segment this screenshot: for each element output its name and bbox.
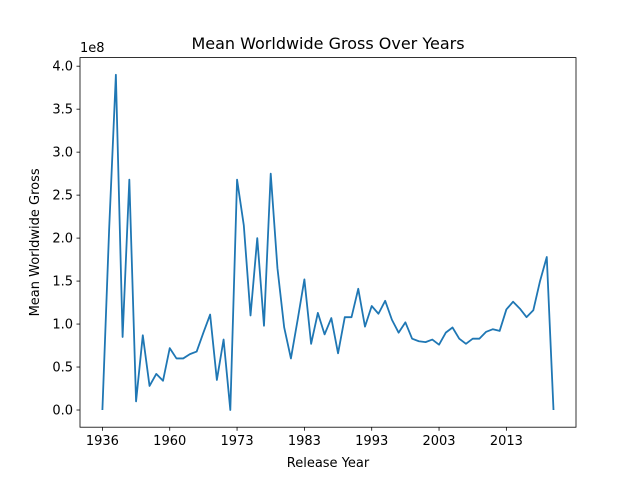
y-tick-label: 1.0 <box>52 318 73 333</box>
y-axis-title: Mean Worldwide Gross <box>28 168 43 316</box>
x-tick-label: 1973 <box>221 434 254 449</box>
x-tick-label: 1936 <box>86 434 119 449</box>
chart-title: Mean Worldwide Gross Over Years <box>191 34 464 53</box>
y-tick-label: 2.0 <box>52 232 73 247</box>
x-tick-label: 2013 <box>490 434 523 449</box>
y-tick-label: 2.5 <box>52 189 73 204</box>
y-tick-label: 0.0 <box>52 404 73 419</box>
y-tick-label: 3.5 <box>52 103 73 118</box>
plot-frame <box>79 57 577 428</box>
plot-area <box>80 57 576 428</box>
y-offset-label: 1e8 <box>80 41 105 56</box>
x-tick-label: 2003 <box>422 434 455 449</box>
series-line <box>101 73 555 411</box>
x-axis: 1936 1960 1973 1983 1993 2003 2013 <box>86 427 523 449</box>
y-axis: 0.0 0.5 1.0 1.5 2.0 2.5 3.0 3.5 4.0 <box>52 60 80 419</box>
x-tick-label: 1993 <box>355 434 388 449</box>
x-tick-label: 1983 <box>288 434 321 449</box>
x-axis-title: Release Year <box>287 456 370 471</box>
y-tick-label: 1.5 <box>52 275 73 290</box>
y-tick-label: 4.0 <box>52 60 73 75</box>
y-tick-label: 0.5 <box>52 361 73 376</box>
y-tick-label: 3.0 <box>52 146 73 161</box>
x-tick-label: 1960 <box>153 434 186 449</box>
